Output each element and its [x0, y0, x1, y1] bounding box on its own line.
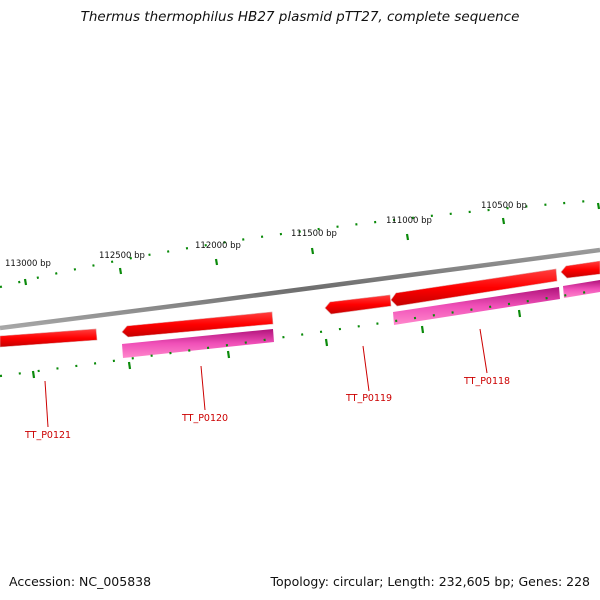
label-leader — [44, 380, 49, 428]
major-tick — [226, 350, 231, 359]
cds-arrow — [0, 328, 98, 348]
position-label: 111000 bp — [386, 216, 432, 226]
major-tick — [31, 370, 36, 379]
major-tick — [324, 338, 329, 347]
outer-tick-ring — [0, 198, 600, 289]
gene-block — [122, 329, 274, 358]
cds-arrow — [560, 260, 600, 279]
gene-track — [122, 280, 600, 358]
cds-track — [0, 260, 600, 348]
gene-labels: TT_P0121 TT_P0120 TT_P0119 TT_P0118 — [24, 328, 510, 441]
map-title: Thermus thermophilus HB27 plasmid pTT27,… — [80, 9, 520, 25]
topology-summary: Topology: circular; Length: 232,605 bp; … — [270, 574, 591, 589]
label-leader — [200, 365, 206, 411]
major-tick — [118, 267, 123, 275]
position-label: 110500 bp — [481, 201, 527, 211]
cds-arrow — [390, 268, 558, 307]
cds-arrow — [324, 294, 392, 315]
gene-block — [563, 280, 600, 298]
major-tick — [420, 325, 425, 334]
position-label: 113000 bp — [5, 259, 51, 269]
position-labels: 113000 bp 112500 bp 112000 bp 111500 bp … — [5, 201, 527, 269]
label-leader — [362, 345, 370, 392]
gene-label-TT_P0118: TT_P0118 — [463, 376, 510, 387]
major-tick — [23, 278, 28, 286]
position-label: 112500 bp — [99, 251, 145, 261]
major-tick — [405, 233, 410, 241]
cds-arrow — [121, 311, 274, 338]
gene-label-TT_P0121: TT_P0121 — [24, 430, 71, 441]
inner-tick-ring — [0, 288, 600, 379]
major-tick — [596, 202, 600, 210]
outer-dotted-ticks — [0, 198, 600, 289]
major-tick — [517, 309, 522, 318]
position-label: 112000 bp — [195, 241, 241, 251]
major-tick — [310, 247, 315, 255]
major-tick — [214, 258, 219, 266]
position-label: 111500 bp — [291, 229, 337, 239]
major-tick — [127, 361, 132, 370]
label-leader — [479, 328, 488, 374]
gene-label-TT_P0119: TT_P0119 — [345, 393, 392, 404]
gene-label-TT_P0120: TT_P0120 — [181, 413, 228, 424]
plasmid-backbone — [0, 247, 600, 331]
accession-text: Accession: NC_005838 — [9, 574, 152, 589]
major-tick — [501, 217, 506, 225]
